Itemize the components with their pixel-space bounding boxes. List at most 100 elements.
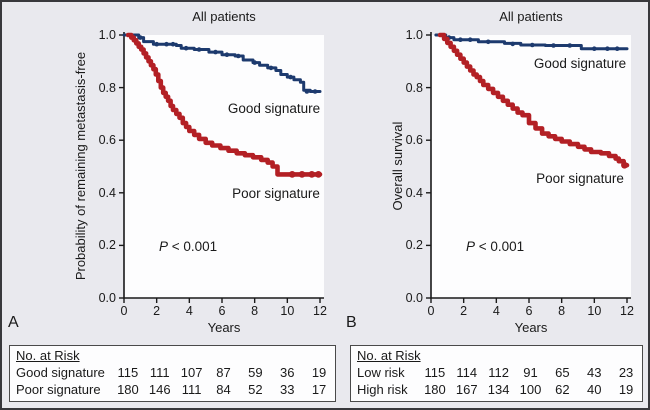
at-risk-row: High risk 180 167 134 100 62 40 19 [357, 381, 642, 398]
p-value-text: < 0.001 [168, 239, 218, 254]
censor-mark [551, 43, 556, 48]
x-tick-label: 4 [492, 304, 500, 318]
censor-mark [183, 45, 189, 51]
y-tick-label: 0.6 [98, 133, 116, 148]
at-risk-count: 100 [519, 382, 542, 397]
at-risk-count: 40 [586, 382, 602, 397]
x-tick-label: 12 [620, 304, 634, 318]
at-risk-count: 17 [311, 382, 327, 397]
at-risk-header: No. at Risk [16, 348, 80, 363]
at-risk-row: Poor signature 180 146 111 84 52 33 17 [16, 381, 335, 398]
at-risk-count: 43 [586, 365, 602, 380]
km-curve-poor-signature [125, 32, 323, 177]
censor-mark [304, 89, 310, 94]
censor-mark [485, 39, 491, 45]
p-value-italic: P [159, 239, 169, 254]
at-risk-count: 114 [456, 365, 478, 380]
p-value-italic: P [466, 239, 476, 254]
at-risk-count: 167 [455, 382, 478, 397]
at-risk-count: 115 [424, 365, 446, 380]
x-tick-label: 2 [460, 304, 468, 318]
at-risk-count: 62 [555, 382, 570, 397]
censor-mark [196, 47, 202, 52]
at-risk-count: 87 [216, 365, 231, 380]
x-tick-label: 8 [251, 304, 259, 318]
x-tick-label: 6 [525, 304, 533, 318]
panel-b-x-axis-label: Years [514, 320, 548, 335]
at-risk-row-label: Good signature [16, 365, 105, 380]
censor-mark [315, 171, 322, 178]
panel-a-at-risk-table: No. at Risk Good signature 115 111 107 87 59 3… [9, 345, 336, 402]
x-tick-label: 12 [313, 304, 327, 318]
censor-mark [236, 53, 241, 59]
panel-b-title: All patients [499, 9, 563, 24]
at-risk-count: 180 [117, 382, 139, 397]
y-tick-label: 0.4 [405, 185, 423, 200]
at-risk-row: Good signature 115 111 107 87 59 36 19 [16, 364, 335, 381]
at-risk-count: 180 [424, 382, 446, 397]
x-tick-label: 6 [218, 304, 226, 318]
censor-mark [252, 60, 257, 65]
x-tick-label: 10 [587, 304, 602, 318]
y-tick-label: 1.0 [98, 28, 116, 42]
censor-mark [288, 171, 296, 178]
censor-mark [605, 46, 610, 51]
censor-mark [154, 41, 159, 47]
p-value-text: < 0.001 [475, 239, 525, 254]
plot-area [431, 35, 631, 298]
at-risk-count: 19 [311, 365, 327, 380]
censor-mark [312, 89, 318, 94]
censor-mark [268, 65, 274, 71]
panel-b-p-value: P < 0.001 [466, 239, 524, 254]
censor-mark [567, 43, 573, 48]
censor-mark [288, 74, 293, 80]
censor-mark [467, 37, 473, 42]
at-risk-count: 65 [555, 365, 570, 380]
at-risk-count: 23 [618, 365, 634, 380]
censor-mark [170, 41, 176, 47]
panel-a-p-value: P < 0.001 [159, 239, 217, 254]
panel-b-at-risk-table: No. at Risk Low risk 115 114 112 91 65 43 23 Hig… [350, 345, 643, 402]
at-risk-header: No. at Risk [357, 348, 421, 363]
at-risk-count: 115 [117, 365, 139, 380]
x-tick-label: 8 [558, 304, 566, 318]
panel-a-letter: A [8, 314, 19, 331]
at-risk-row-label: High risk [357, 382, 408, 397]
at-risk-count: 19 [618, 382, 634, 397]
y-tick-label: 0.8 [98, 80, 116, 95]
panel-a-poor-signature-label: Poor signature [232, 186, 320, 201]
at-risk-count: 111 [149, 365, 170, 380]
censor-mark [510, 41, 515, 47]
km-curve-poor-signature [437, 32, 630, 168]
panel-b-good-signature-label: Good signature [533, 56, 627, 71]
censor-mark [530, 42, 535, 48]
at-risk-count: 52 [248, 382, 263, 397]
at-risk-count: 91 [523, 365, 538, 380]
censor-mark [138, 35, 143, 40]
censor-mark [213, 49, 218, 55]
at-risk-count: 36 [279, 365, 295, 380]
y-tick-label: 1.0 [405, 28, 423, 42]
x-tick-label: 0 [427, 304, 435, 318]
y-tick-label: 0.6 [405, 133, 423, 148]
y-tick-label: 0.0 [98, 291, 116, 305]
at-risk-count: 107 [180, 365, 203, 380]
x-tick-label: 4 [185, 304, 193, 318]
at-risk-row: Low risk 115 114 112 91 65 43 23 [357, 364, 642, 381]
censor-mark [164, 41, 169, 47]
censor-mark [614, 46, 620, 51]
y-tick-label: 0.0 [405, 291, 423, 305]
at-risk-count: 134 [487, 382, 510, 397]
censor-mark [621, 161, 628, 169]
panel-a-y-axis-label: Probability of remaining metastasis-free [73, 51, 88, 281]
x-tick-label: 2 [153, 304, 161, 318]
at-risk-count: 84 [216, 382, 231, 397]
y-tick-label: 0.2 [98, 238, 116, 253]
at-risk-count: 59 [248, 365, 263, 380]
censor-mark [298, 171, 306, 178]
panel-a-title: All patients [192, 9, 256, 24]
y-tick-label: 0.2 [405, 238, 423, 253]
at-risk-count: 112 [488, 365, 509, 380]
